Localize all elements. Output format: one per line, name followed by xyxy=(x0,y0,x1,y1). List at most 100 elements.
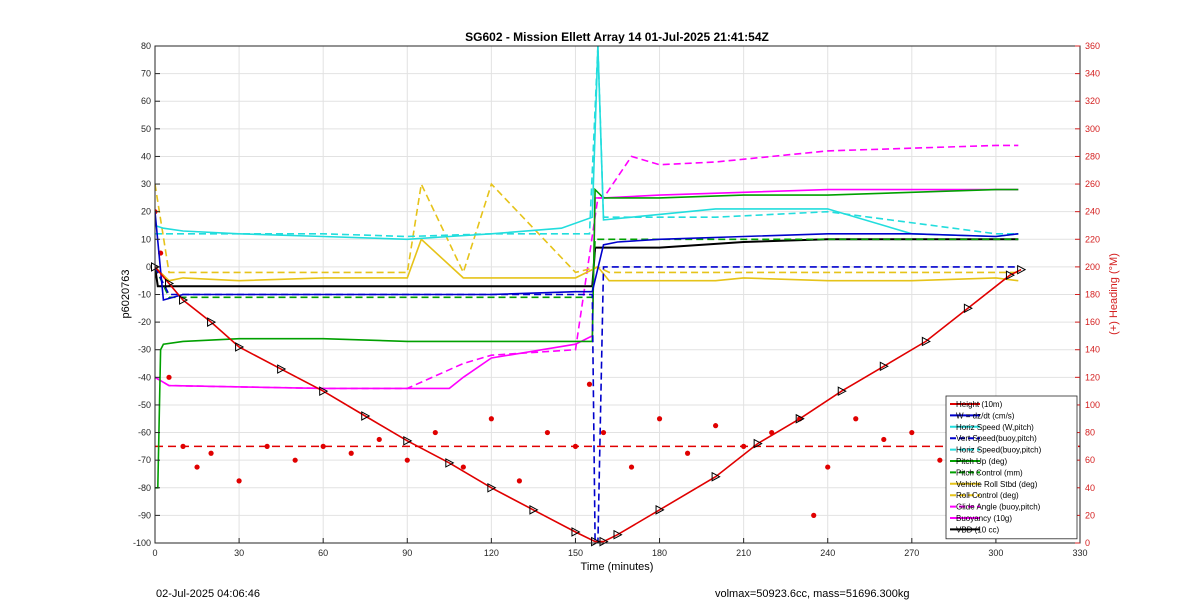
heading-point xyxy=(264,443,270,449)
heading-point xyxy=(937,457,943,463)
y-right-tick-label: 360 xyxy=(1085,41,1100,51)
height-marker xyxy=(921,336,931,347)
series-line-pitch-up-deg xyxy=(155,187,1019,489)
heading-point xyxy=(292,457,298,463)
heading-point xyxy=(432,429,438,436)
legend-label: Horiz Speed(buoy,pitch) xyxy=(956,446,1042,455)
x-tick-label: 60 xyxy=(318,548,328,558)
legend-label: W = dz/dt (cm/s) xyxy=(956,411,1015,420)
heading-point xyxy=(320,443,326,449)
height-marker xyxy=(711,471,721,482)
series-line-roll-control-deg xyxy=(155,181,1019,275)
y-right-tick-label: 180 xyxy=(1085,290,1100,300)
heading-point xyxy=(180,443,186,449)
x-tick-label: 0 xyxy=(152,548,157,558)
y-tick-label: 0 xyxy=(146,262,151,272)
series-line-vert-speed-buoy-pitch xyxy=(155,266,1019,543)
x-tick-label: 330 xyxy=(1072,548,1087,558)
y-right-tick-label: 280 xyxy=(1085,151,1100,161)
height-marker xyxy=(613,529,623,540)
y-right-tick-label: 220 xyxy=(1085,234,1100,244)
legend-box xyxy=(945,395,1078,540)
y-tick-label: -60 xyxy=(138,428,151,438)
y-tick-label: 30 xyxy=(141,179,151,189)
legend-label: Roll Control (deg) xyxy=(956,491,1019,500)
y-axis-label: p6020763 xyxy=(120,270,132,319)
heading-point xyxy=(628,464,635,470)
legend-label: Height (10m) xyxy=(956,400,1003,409)
series-line-horiz-speed-buoy-pitch xyxy=(155,46,1019,238)
x-tick-label: 240 xyxy=(820,548,835,558)
legend-label: VBD (10 cc) xyxy=(956,525,999,534)
axes: 0 30 60 90 120 150 180 210 240 270 300 330-100-90-8… xyxy=(133,41,1100,558)
height-marker xyxy=(361,411,371,421)
x-tick-label: 150 xyxy=(568,548,583,558)
y-tick-label: 20 xyxy=(141,207,151,217)
heading-point xyxy=(194,464,200,470)
heading-point xyxy=(853,416,859,422)
y-tick-label: 50 xyxy=(141,124,151,134)
height-marker xyxy=(445,458,455,468)
y-right-tick-label: 240 xyxy=(1085,207,1100,217)
height-marker xyxy=(179,295,189,305)
y-tick-label: -100 xyxy=(133,538,151,548)
y-right-tick-label: 340 xyxy=(1085,69,1100,79)
legend-label: Pitch Up (deg) xyxy=(956,457,1007,466)
y-right-tick-label: 80 xyxy=(1085,428,1095,438)
y-right-tick-label: 140 xyxy=(1085,345,1100,355)
heading-point xyxy=(460,464,466,470)
x-axis-label: Time (minutes) xyxy=(581,561,654,573)
heading-point xyxy=(656,416,663,422)
height-marker xyxy=(837,386,847,396)
height-marker xyxy=(207,317,217,327)
height-marker xyxy=(277,364,287,374)
height-marker xyxy=(1017,264,1027,275)
legend-label: Vert Speed(buoy,pitch) xyxy=(956,434,1037,443)
series-line-height-10m xyxy=(155,266,1022,543)
y-tick-label: -70 xyxy=(138,455,151,465)
height-marker xyxy=(571,527,581,537)
heading-point xyxy=(236,478,242,484)
y-tick-label: -40 xyxy=(138,372,151,382)
height-marker xyxy=(591,536,601,547)
y-tick-label: -30 xyxy=(138,345,151,355)
height-marker xyxy=(753,438,763,449)
footer-timestamp: 02-Jul-2025 04:06:46 xyxy=(156,588,260,600)
y-right-tick-label: 260 xyxy=(1085,179,1100,189)
height-marker xyxy=(879,361,889,372)
height-marker xyxy=(235,342,245,352)
y-right-tick-label: 120 xyxy=(1085,372,1100,382)
y-right-tick-label: 60 xyxy=(1085,455,1095,465)
x-tick-label: 180 xyxy=(652,548,667,558)
series-line-pitch-control-mm xyxy=(155,238,1019,299)
series-layer xyxy=(151,46,1080,547)
height-marker xyxy=(963,303,973,314)
y-tick-label: -10 xyxy=(138,290,151,300)
height-marker xyxy=(487,482,497,493)
legend-label: Glide Angle (buoy,pitch) xyxy=(956,503,1041,512)
heading-point xyxy=(348,450,354,456)
chart-title: SG602 - Mission Ellett Array 14 01-Jul-2… xyxy=(465,30,769,44)
y-tick-label: 10 xyxy=(141,234,151,244)
y-tick-label: -90 xyxy=(138,510,151,520)
series-line-vehicle-roll-stbd-deg xyxy=(155,237,1019,282)
legend-label: Vehicle Roll Stbd (deg) xyxy=(956,480,1038,489)
y-right-tick-label: 20 xyxy=(1085,510,1095,520)
y-right-tick-label: 0 xyxy=(1085,538,1090,548)
height-marker xyxy=(599,536,609,547)
heading-point xyxy=(488,416,494,422)
height-marker xyxy=(655,505,665,515)
legend-label: Pitch Control (mm) xyxy=(956,468,1023,477)
y-tick-label: 70 xyxy=(141,69,151,79)
heading-point xyxy=(208,450,214,456)
heading-point xyxy=(881,436,887,443)
height-marker xyxy=(795,413,805,424)
heading-point xyxy=(166,374,172,380)
series-line-horiz-speed-w-pitch xyxy=(155,46,1019,241)
y-axis-right-label: (+) Heading (°M) xyxy=(1108,253,1120,335)
y-right-tick-label: 160 xyxy=(1085,317,1100,327)
legend-label: Buoyancy (10g) xyxy=(956,514,1012,523)
series-line-w-dz-dt-cm-s xyxy=(155,211,1019,302)
legend-label: Horiz Speed (W,pitch) xyxy=(956,423,1034,432)
